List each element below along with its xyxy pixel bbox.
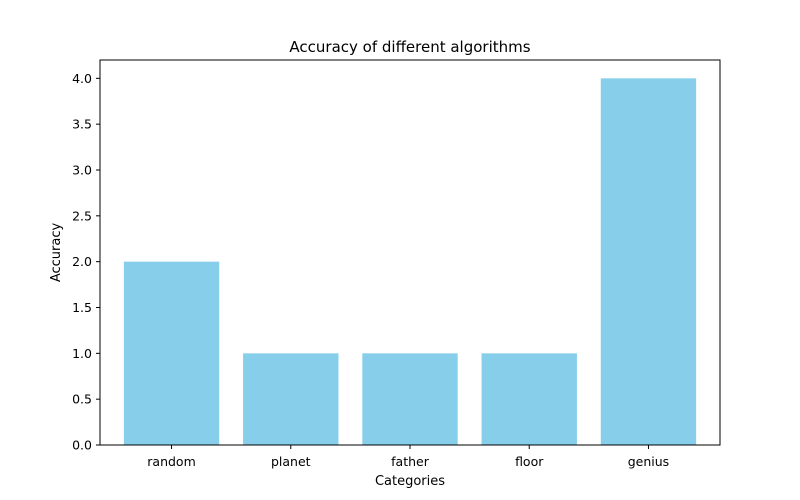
bar-father <box>362 353 458 445</box>
y-tick-label-3: 1.5 <box>72 300 92 315</box>
bar-genius <box>600 78 697 445</box>
x-axis-label: Categories <box>375 474 445 489</box>
y-tick-label-8: 4.0 <box>72 71 92 86</box>
y-tick-label-2: 1.0 <box>72 346 92 361</box>
x-tick-label-planet: planet <box>271 454 311 469</box>
x-tick-label-father: father <box>391 454 430 469</box>
y-axis: 0.0 0.5 1.0 1.5 2.0 2.5 3.0 3.5 4.0 <box>72 71 100 453</box>
x-tick-label-floor: floor <box>515 454 544 469</box>
x-tick-label-genius: genius <box>628 454 669 469</box>
x-axis: random planet father floor genius <box>147 445 669 469</box>
plot-frame <box>99 59 721 446</box>
y-tick-label-1: 0.5 <box>72 392 92 407</box>
chart-title: Accuracy of different algorithms <box>289 38 530 56</box>
bar-planet <box>243 353 339 445</box>
x-tick-label-random: random <box>147 454 195 469</box>
bar-floor <box>481 353 577 445</box>
bar-random <box>123 261 220 445</box>
y-axis-label: Accuracy <box>49 223 64 283</box>
y-tick-label-6: 3.0 <box>72 163 92 178</box>
bars-group <box>123 78 697 445</box>
y-tick-label-0: 0.0 <box>72 438 92 453</box>
y-tick-label-7: 3.5 <box>72 117 92 132</box>
y-tick-label-5: 2.5 <box>72 208 92 223</box>
y-tick-label-4: 2.0 <box>72 254 92 269</box>
